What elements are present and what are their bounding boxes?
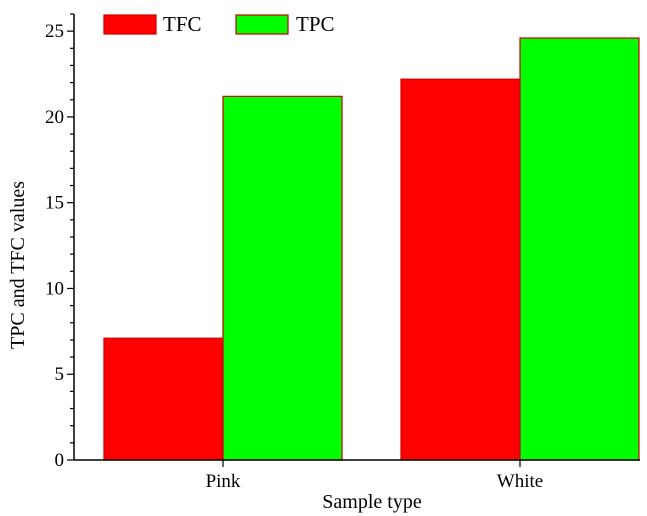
bar-tfc-pink (103, 337, 224, 461)
y-tick-label: 20 (45, 107, 64, 128)
x-ticks-group: Pink White (206, 460, 543, 492)
bar-tfc-white (400, 78, 521, 461)
y-tick-label: 25 (45, 21, 64, 42)
y-tick-label: 10 (45, 278, 64, 299)
legend-label-tpc: TPC (296, 12, 335, 36)
y-ticks-group: 0 5 10 15 20 25 (45, 13, 74, 471)
bar-tpc-pink (222, 95, 343, 461)
y-tick-label: 15 (45, 193, 64, 214)
bars-group (103, 37, 640, 461)
y-tick-label: 5 (55, 364, 65, 385)
x-tick-label: White (497, 471, 543, 492)
legend-swatch-tfc (103, 14, 157, 35)
bar-tpc-white (519, 37, 640, 461)
x-tick-label: Pink (206, 471, 241, 492)
y-axis-title: TPC and TFC values (7, 181, 29, 349)
y-tick-label: 0 (55, 450, 65, 471)
x-axis-title: Sample type (322, 491, 422, 513)
legend-label-tfc: TFC (163, 12, 202, 36)
legend-swatch-tpc (235, 14, 289, 35)
legend: TFC TPC (103, 12, 335, 36)
